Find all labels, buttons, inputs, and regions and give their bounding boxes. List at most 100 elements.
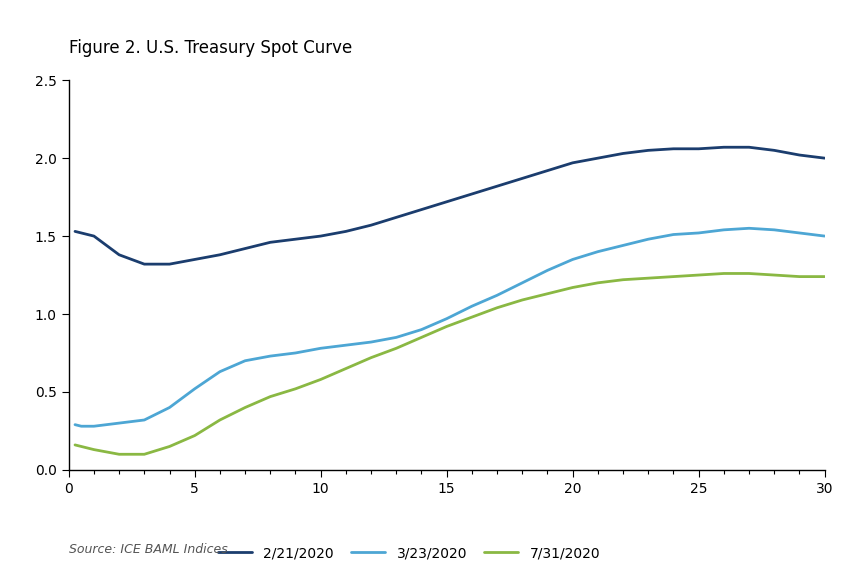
2/21/2020 — [290, 236, 301, 242]
7/31/2020 — [492, 304, 503, 311]
2/21/2020 — [70, 228, 80, 235]
2/21/2020 — [190, 256, 200, 263]
3/23/2020 — [341, 342, 351, 348]
3/23/2020 — [466, 303, 477, 309]
2/21/2020 — [164, 261, 174, 268]
7/31/2020 — [769, 272, 779, 278]
2/21/2020 — [442, 198, 452, 205]
2/21/2020 — [819, 155, 830, 162]
7/31/2020 — [70, 441, 80, 448]
3/23/2020 — [240, 358, 250, 364]
3/23/2020 — [643, 236, 654, 242]
Text: Source: ICE BAML Indices: Source: ICE BAML Indices — [69, 543, 228, 556]
Text: Figure 2. U.S. Treasury Spot Curve: Figure 2. U.S. Treasury Spot Curve — [69, 40, 352, 57]
3/23/2020 — [517, 280, 527, 286]
3/23/2020 — [618, 242, 628, 249]
7/31/2020 — [744, 270, 754, 277]
Line: 2/21/2020: 2/21/2020 — [75, 147, 825, 264]
7/31/2020 — [190, 432, 200, 439]
3/23/2020 — [542, 267, 552, 274]
3/23/2020 — [391, 334, 401, 341]
2/21/2020 — [542, 167, 552, 174]
7/31/2020 — [643, 274, 654, 281]
Legend: 2/21/2020, 3/23/2020, 7/31/2020: 2/21/2020, 3/23/2020, 7/31/2020 — [217, 547, 600, 561]
2/21/2020 — [417, 206, 427, 213]
7/31/2020 — [164, 443, 174, 450]
3/23/2020 — [315, 345, 326, 352]
3/23/2020 — [417, 326, 427, 333]
2/21/2020 — [114, 252, 125, 258]
7/31/2020 — [215, 417, 225, 423]
2/21/2020 — [744, 144, 754, 151]
3/23/2020 — [442, 315, 452, 322]
2/21/2020 — [466, 191, 477, 198]
2/21/2020 — [391, 214, 401, 221]
2/21/2020 — [492, 183, 503, 190]
3/23/2020 — [139, 417, 149, 423]
7/31/2020 — [819, 273, 830, 280]
2/21/2020 — [769, 147, 779, 154]
3/23/2020 — [819, 233, 830, 240]
3/23/2020 — [190, 386, 200, 393]
7/31/2020 — [593, 280, 603, 286]
7/31/2020 — [693, 272, 704, 278]
3/23/2020 — [719, 226, 729, 233]
7/31/2020 — [517, 297, 527, 304]
3/23/2020 — [795, 230, 805, 237]
3/23/2020 — [70, 421, 80, 428]
2/21/2020 — [215, 252, 225, 258]
3/23/2020 — [568, 256, 578, 263]
3/23/2020 — [265, 352, 276, 359]
7/31/2020 — [114, 451, 125, 458]
2/21/2020 — [341, 228, 351, 235]
3/23/2020 — [492, 292, 503, 299]
3/23/2020 — [693, 230, 704, 237]
7/31/2020 — [719, 270, 729, 277]
3/23/2020 — [290, 350, 301, 356]
7/31/2020 — [568, 284, 578, 291]
2/21/2020 — [139, 261, 149, 268]
7/31/2020 — [315, 376, 326, 383]
7/31/2020 — [265, 393, 276, 400]
3/23/2020 — [215, 368, 225, 375]
2/21/2020 — [593, 155, 603, 162]
7/31/2020 — [668, 273, 679, 280]
2/21/2020 — [240, 245, 250, 252]
2/21/2020 — [517, 175, 527, 182]
2/21/2020 — [315, 233, 326, 240]
2/21/2020 — [568, 159, 578, 166]
2/21/2020 — [76, 230, 87, 237]
3/23/2020 — [366, 339, 376, 346]
7/31/2020 — [366, 354, 376, 361]
3/23/2020 — [769, 226, 779, 233]
2/21/2020 — [643, 147, 654, 154]
Line: 7/31/2020: 7/31/2020 — [75, 273, 825, 454]
7/31/2020 — [76, 443, 87, 450]
3/23/2020 — [88, 423, 99, 430]
2/21/2020 — [265, 239, 276, 246]
3/23/2020 — [593, 248, 603, 255]
7/31/2020 — [139, 451, 149, 458]
7/31/2020 — [240, 404, 250, 411]
3/23/2020 — [744, 225, 754, 231]
3/23/2020 — [114, 419, 125, 426]
2/21/2020 — [668, 146, 679, 152]
7/31/2020 — [88, 446, 99, 453]
7/31/2020 — [795, 273, 805, 280]
2/21/2020 — [719, 144, 729, 151]
3/23/2020 — [76, 423, 87, 430]
3/23/2020 — [668, 231, 679, 238]
7/31/2020 — [442, 323, 452, 330]
7/31/2020 — [466, 313, 477, 320]
2/21/2020 — [366, 222, 376, 229]
7/31/2020 — [417, 334, 427, 341]
7/31/2020 — [391, 345, 401, 352]
3/23/2020 — [164, 404, 174, 411]
Line: 3/23/2020: 3/23/2020 — [75, 228, 825, 426]
2/21/2020 — [693, 146, 704, 152]
7/31/2020 — [618, 276, 628, 283]
2/21/2020 — [618, 150, 628, 157]
7/31/2020 — [542, 291, 552, 297]
2/21/2020 — [795, 152, 805, 159]
7/31/2020 — [341, 365, 351, 372]
